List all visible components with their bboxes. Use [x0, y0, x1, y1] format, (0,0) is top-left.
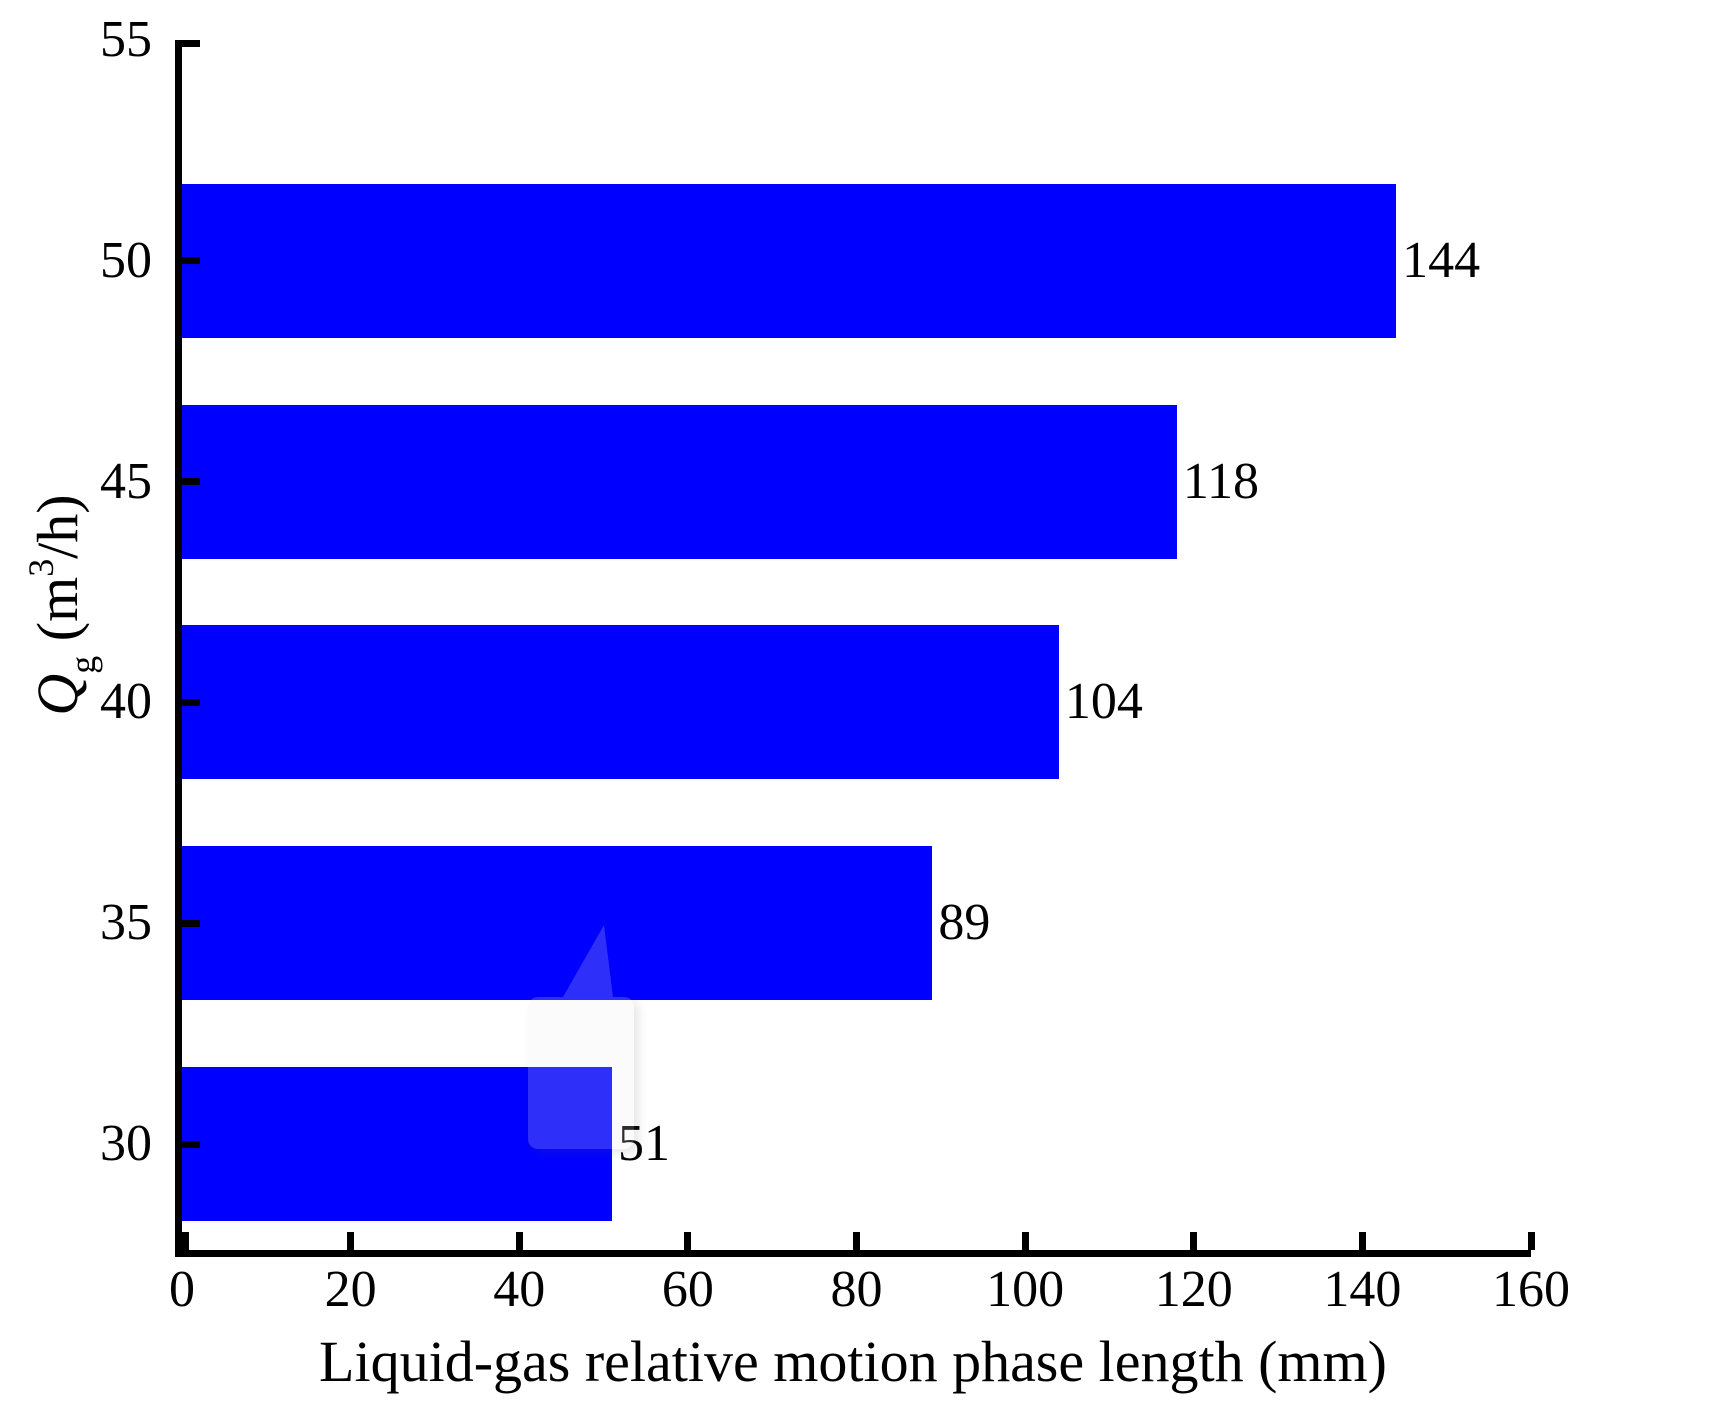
x-axis-tick	[853, 1232, 860, 1250]
overlay-rounded-rectangle	[528, 997, 634, 1149]
x-tick-label: 120	[1154, 1261, 1233, 1318]
bar-value-label: 104	[1064, 673, 1143, 731]
bar	[182, 183, 1397, 338]
x-axis-label: Liquid-gas relative motion phase length …	[319, 1329, 1387, 1394]
x-axis-tick	[182, 1232, 189, 1250]
bar	[182, 1067, 612, 1221]
y-axis-unit-pre: (m	[25, 576, 90, 656]
y-axis-unit-sup: 3	[21, 558, 62, 577]
y-tick-label: 55	[100, 11, 152, 68]
x-tick-label: 140	[1323, 1261, 1402, 1318]
x-axis-tick	[684, 1232, 692, 1250]
x-tick-label: 20	[324, 1261, 377, 1318]
x-axis-tick	[347, 1232, 355, 1250]
y-tick-label: 40	[100, 673, 152, 731]
y-axis-tick	[182, 698, 200, 706]
y-axis-tick	[182, 478, 200, 486]
y-axis-tick	[182, 40, 200, 47]
x-axis-tick	[515, 1232, 523, 1250]
y-axis-tick	[182, 1140, 200, 1148]
x-axis-tick	[1190, 1232, 1198, 1250]
x-tick-label: 40	[493, 1261, 546, 1318]
x-tick-label: 80	[830, 1261, 883, 1318]
plot-frame: 144 118 104 89 51	[175, 40, 1535, 1257]
bar	[182, 404, 1177, 559]
bar-value-label: 144	[1402, 231, 1481, 289]
y-axis-tick	[182, 257, 200, 265]
y-tick-label: 35	[100, 894, 152, 952]
y-tick-label: 30	[100, 1115, 152, 1172]
x-axis-tick	[1358, 1232, 1366, 1250]
bar	[182, 625, 1059, 780]
x-tick-label: 160	[1492, 1261, 1570, 1318]
bar-value-label: 89	[938, 894, 991, 952]
x-axis-tick	[1021, 1232, 1029, 1250]
y-axis-subscript: g	[62, 655, 103, 674]
plot-area: 144 118 104 89 51	[182, 40, 1535, 1250]
y-tick-label: 45	[100, 452, 152, 510]
y-tick-label: 50	[100, 231, 152, 289]
x-tick-label: 100	[986, 1261, 1065, 1318]
y-axis-tick	[182, 919, 200, 927]
x-tick-label: 60	[661, 1261, 714, 1318]
bar-value-label: 51	[617, 1115, 670, 1172]
x-tick-label: 0	[169, 1261, 195, 1318]
x-axis-tick	[1527, 1232, 1535, 1250]
bar-value-label: 118	[1182, 452, 1259, 510]
bar	[182, 846, 933, 1001]
